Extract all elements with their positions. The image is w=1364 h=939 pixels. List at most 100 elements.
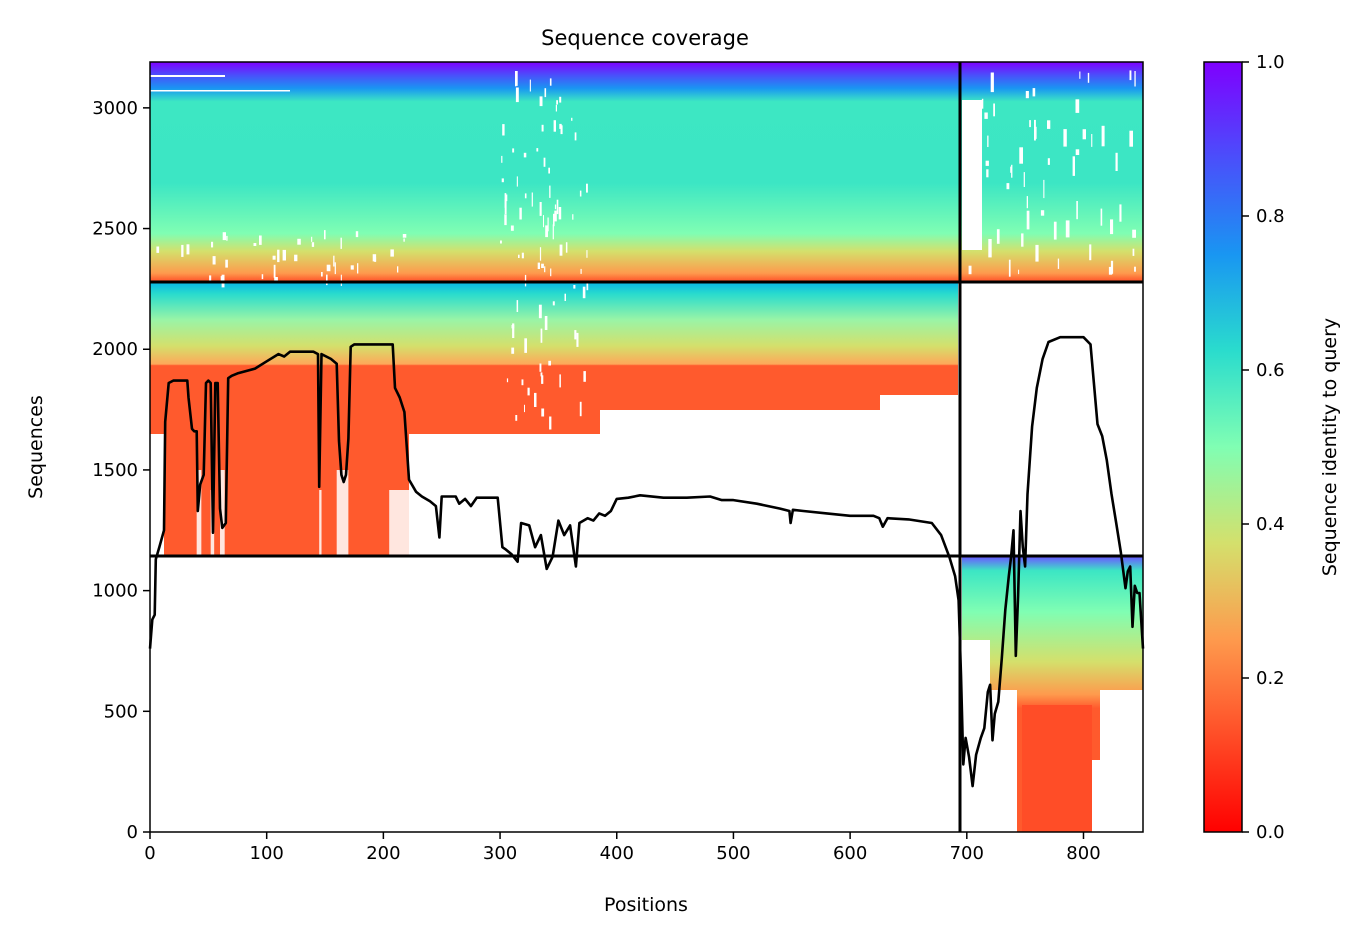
gap-streak bbox=[521, 252, 524, 259]
x-tick-label-700: 700 bbox=[950, 843, 984, 864]
gap-streak bbox=[321, 272, 323, 277]
gap-streak bbox=[539, 202, 542, 216]
x-tick-label-600: 600 bbox=[833, 843, 867, 864]
gap-streak bbox=[580, 268, 582, 274]
gap-streak bbox=[334, 262, 336, 275]
gap-streak bbox=[515, 71, 518, 86]
gap-streak bbox=[534, 392, 537, 407]
gap-streak bbox=[1089, 244, 1092, 261]
gap-streak bbox=[326, 264, 331, 272]
gap-streak bbox=[1101, 125, 1105, 147]
gap-streak bbox=[518, 254, 520, 258]
gap-streak bbox=[549, 78, 552, 86]
gap-streak bbox=[397, 266, 399, 273]
gap-streak bbox=[1026, 196, 1028, 209]
gap-streak bbox=[1076, 201, 1078, 220]
gap-streak bbox=[540, 328, 543, 343]
gap-streak bbox=[586, 283, 589, 291]
gap-streak bbox=[986, 169, 989, 178]
gap-streak bbox=[1091, 134, 1093, 147]
gap-bot-left2 bbox=[962, 640, 990, 690]
gap-streak bbox=[515, 415, 518, 421]
gap-streak bbox=[540, 372, 543, 377]
gap-streak bbox=[273, 264, 276, 278]
gap-streak bbox=[980, 102, 982, 117]
gap-streak bbox=[559, 374, 561, 388]
gap-streak bbox=[552, 224, 554, 240]
y-axis-label: Sequences bbox=[25, 395, 47, 499]
gap-streak bbox=[1134, 71, 1136, 87]
gap-streak bbox=[340, 274, 342, 286]
gap-streak bbox=[156, 246, 160, 253]
gap-streak bbox=[226, 235, 228, 241]
gap-streak bbox=[586, 250, 588, 258]
gap-streak bbox=[579, 190, 582, 197]
y-tick-label-3000: 3000 bbox=[92, 98, 138, 119]
gap-streak bbox=[529, 79, 531, 92]
gap-streak bbox=[510, 225, 514, 231]
gap-streak bbox=[579, 401, 582, 417]
y-tick-label-2500: 2500 bbox=[92, 219, 138, 240]
gap-streak bbox=[990, 72, 994, 93]
gap-streak bbox=[355, 231, 359, 238]
gap-streak bbox=[225, 259, 228, 268]
gap-streak bbox=[993, 103, 995, 117]
gap-streak bbox=[1010, 166, 1012, 173]
gap-streak bbox=[558, 207, 562, 220]
gap-streak bbox=[988, 239, 992, 258]
gap-streak bbox=[1087, 72, 1090, 83]
gap-mid-edge2 bbox=[880, 395, 960, 435]
colorbar bbox=[1203, 61, 1243, 833]
y-tick-label-0: 0 bbox=[127, 822, 138, 843]
gap-streak bbox=[220, 276, 223, 281]
gap-streak bbox=[996, 229, 1000, 244]
gap-streak bbox=[1079, 71, 1081, 79]
gap-bot-right2 bbox=[1092, 760, 1143, 832]
gap-streak bbox=[523, 152, 527, 158]
gap-streak bbox=[1008, 259, 1011, 277]
gap-streak bbox=[559, 244, 563, 256]
gap-streak bbox=[549, 416, 552, 430]
gap-streak bbox=[1011, 164, 1013, 178]
gap-streak bbox=[554, 204, 557, 210]
gap-streak bbox=[311, 242, 315, 247]
gap-streak bbox=[549, 185, 551, 198]
gap-streak bbox=[1040, 210, 1045, 216]
gap-streak bbox=[1110, 219, 1114, 235]
gap-streak bbox=[973, 182, 977, 200]
gap-streak bbox=[506, 378, 509, 383]
gap-streak bbox=[975, 227, 980, 234]
gap-streak bbox=[390, 249, 394, 257]
gap-streak bbox=[586, 183, 588, 193]
gap-streak bbox=[519, 207, 522, 220]
colorbar-tick-label-3: 0.6 bbox=[1256, 360, 1285, 381]
block-chain2-left bbox=[150, 282, 958, 434]
gap-streak bbox=[555, 104, 557, 112]
gap-streak bbox=[553, 120, 556, 132]
gap-streak bbox=[272, 255, 276, 260]
low-identity-gap bbox=[220, 470, 225, 556]
x-tick-label-500: 500 bbox=[716, 843, 750, 864]
gap-streak bbox=[297, 238, 301, 245]
y-tick-label-2000: 2000 bbox=[92, 339, 138, 360]
gap-streak bbox=[541, 124, 544, 132]
gap-streak bbox=[1025, 91, 1029, 99]
gap-streak bbox=[1018, 269, 1020, 275]
gap-line bbox=[150, 90, 290, 92]
gap-streak bbox=[544, 266, 546, 273]
gap-streak bbox=[515, 87, 519, 103]
gap-streak bbox=[543, 215, 544, 228]
gap-streak bbox=[559, 123, 562, 129]
colorbar-label: Sequence identity to query bbox=[1319, 318, 1341, 576]
colorbar-tick-label-4: 0.8 bbox=[1256, 206, 1285, 227]
gap-streak bbox=[544, 88, 547, 98]
gap-streak bbox=[311, 236, 313, 242]
gap-streak bbox=[1132, 229, 1136, 238]
coverage-line bbox=[148, 335, 1145, 788]
low-identity-gap bbox=[196, 470, 202, 556]
colorbar-tick-label-2: 0.4 bbox=[1256, 514, 1285, 535]
gap-streak bbox=[211, 241, 214, 248]
y-axis: 0 500 1000 1500 2000 2500 3000 bbox=[92, 98, 150, 843]
gap-streak bbox=[502, 124, 505, 136]
